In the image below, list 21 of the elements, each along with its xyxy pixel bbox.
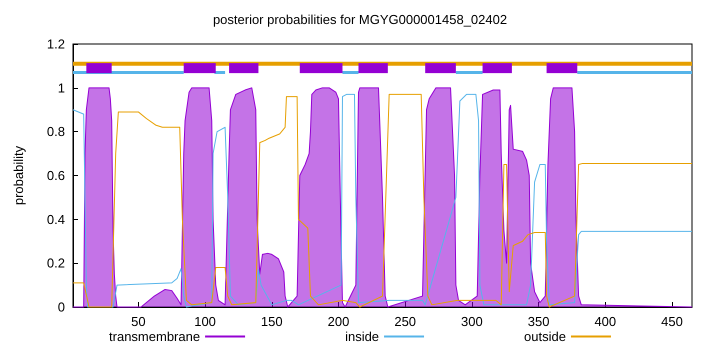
y-tick-label: 1.2 <box>46 36 65 52</box>
y-tick-label: 0 <box>58 300 65 314</box>
y-axis-title: probability <box>11 145 26 206</box>
x-tick-label: 300 <box>461 314 483 329</box>
y-tick-label: 0.6 <box>46 168 65 183</box>
y-tick-label: 0.4 <box>46 212 65 227</box>
y-tick-label: 1 <box>58 80 65 96</box>
x-tick-label: 200 <box>328 314 350 329</box>
legend-label: outside <box>524 329 566 344</box>
legend-label: transmembrane <box>109 329 200 344</box>
x-tick-label: 450 <box>661 314 683 329</box>
y-tick-label: 0.2 <box>46 256 65 271</box>
x-tick-label: 250 <box>394 314 416 329</box>
x-tick-label: 400 <box>594 314 616 329</box>
chart-title: posterior probabilities for MGYG000001458_02402 <box>212 12 508 27</box>
legend-label: inside <box>345 329 380 344</box>
y-tick-label: 0.8 <box>46 124 65 140</box>
x-tick-label: 50 <box>131 314 146 329</box>
x-tick-label: 150 <box>260 314 283 329</box>
x-tick-label: 350 <box>528 314 550 329</box>
x-tick-label: 100 <box>194 314 216 329</box>
